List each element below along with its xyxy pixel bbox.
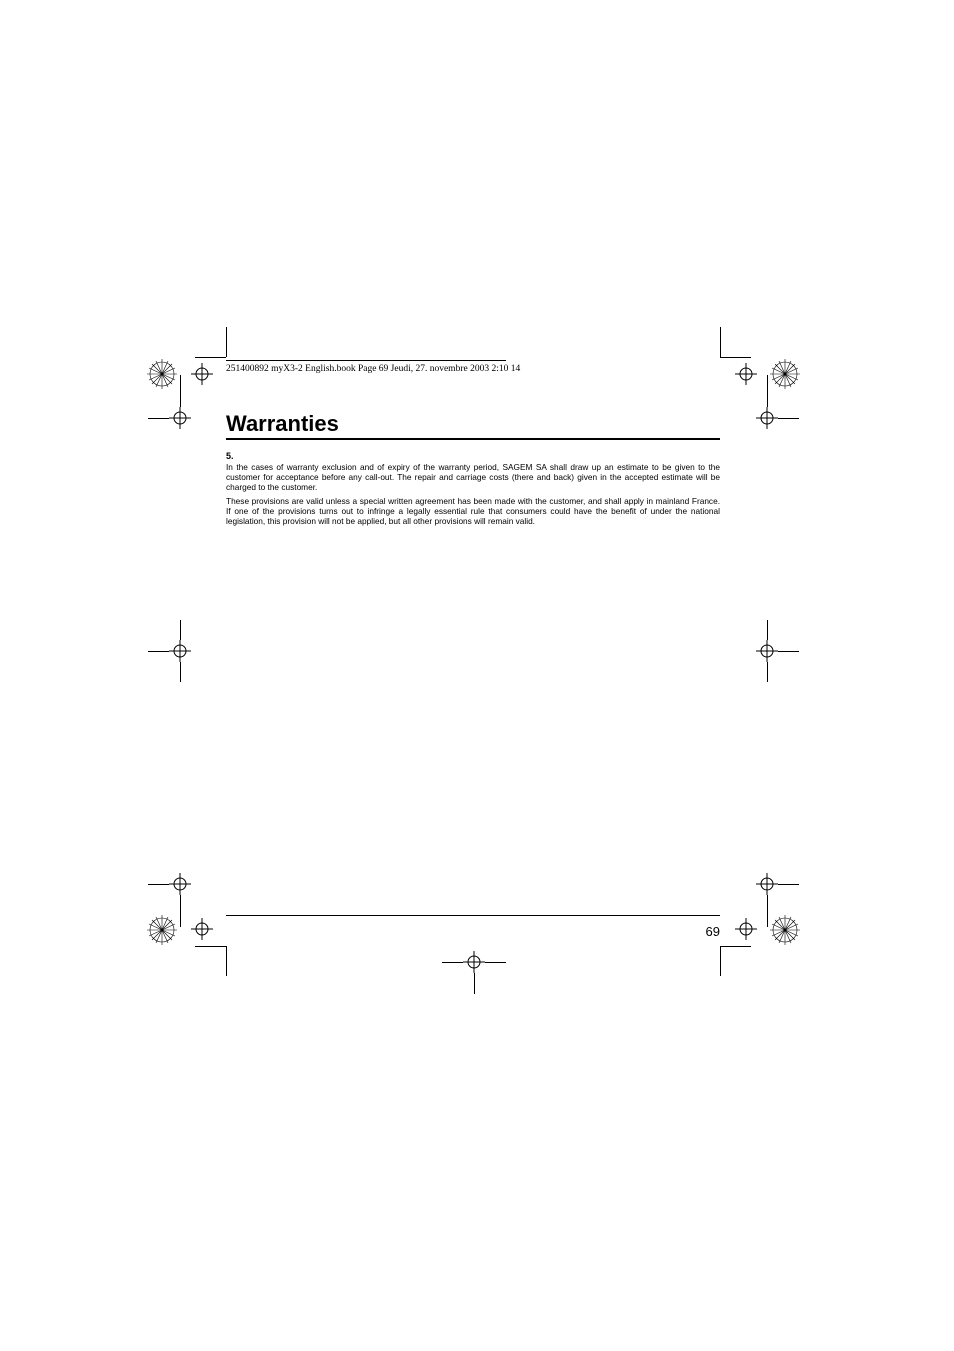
- bar-bottom-center-h2: [485, 962, 506, 963]
- reg-crosshair-top-left: [191, 363, 213, 385]
- reg-crosshair-bottom-right: [735, 918, 757, 940]
- reg-crosshair-bottom-center: [463, 951, 485, 973]
- bar-left-mid-v2: [180, 662, 181, 682]
- bar-bottom-center-v: [474, 973, 475, 994]
- page-number: 69: [706, 924, 720, 939]
- header-overline: [226, 360, 506, 361]
- reg-crosshair-right-upper: [756, 407, 778, 429]
- corner-bar-tl-h: [195, 357, 226, 358]
- corner-bar-tr-v: [720, 327, 721, 357]
- bar-right-lower-v: [767, 895, 768, 927]
- reg-radiate-bottom-right: [770, 915, 800, 945]
- bar-right-upper-v: [767, 375, 768, 407]
- body-paragraph-1: In the cases of warranty exclusion and o…: [226, 463, 720, 492]
- bar-left-upper-v: [180, 375, 181, 407]
- corner-bar-tr-h: [720, 357, 751, 358]
- body-paragraph-2: These provisions are valid unless a spec…: [226, 497, 720, 526]
- bar-right-mid-v2: [767, 662, 768, 682]
- bar-bottom-center-h1: [442, 962, 463, 963]
- footer-rule: [226, 915, 720, 916]
- reg-radiate-top-left: [147, 359, 177, 389]
- bar-left-mid-v1: [180, 620, 181, 640]
- reg-crosshair-left-lower: [169, 873, 191, 895]
- corner-bar-tl-v: [226, 327, 227, 357]
- bar-right-upper-h: [778, 418, 799, 419]
- corner-bar-bl-h: [195, 946, 226, 947]
- bar-left-lower-v: [180, 895, 181, 927]
- corner-bar-bl-v: [226, 946, 227, 976]
- title-underline: [226, 438, 720, 440]
- bar-right-lower-h: [778, 884, 799, 885]
- reg-crosshair-top-right: [735, 363, 757, 385]
- corner-bar-br-h: [720, 946, 751, 947]
- reg-crosshair-left-upper: [169, 407, 191, 429]
- bar-left-lower-h: [148, 884, 169, 885]
- bar-right-mid-v1: [767, 620, 768, 640]
- page-title: Warranties: [226, 411, 339, 437]
- reg-crosshair-right-mid: [756, 640, 778, 662]
- running-head: 251400892 myX3-2 English.book Page 69 Je…: [226, 364, 720, 374]
- reg-crosshair-left-mid: [169, 640, 191, 662]
- bar-left-upper-h: [148, 418, 169, 419]
- reg-radiate-bottom-left: [147, 915, 177, 945]
- reg-radiate-top-right: [770, 359, 800, 389]
- reg-crosshair-right-lower: [756, 873, 778, 895]
- section-number: 5.: [226, 451, 234, 461]
- bar-left-mid-h: [148, 651, 169, 652]
- reg-crosshair-bottom-left: [191, 918, 213, 940]
- bar-right-mid-h: [778, 651, 799, 652]
- corner-bar-br-v: [720, 946, 721, 976]
